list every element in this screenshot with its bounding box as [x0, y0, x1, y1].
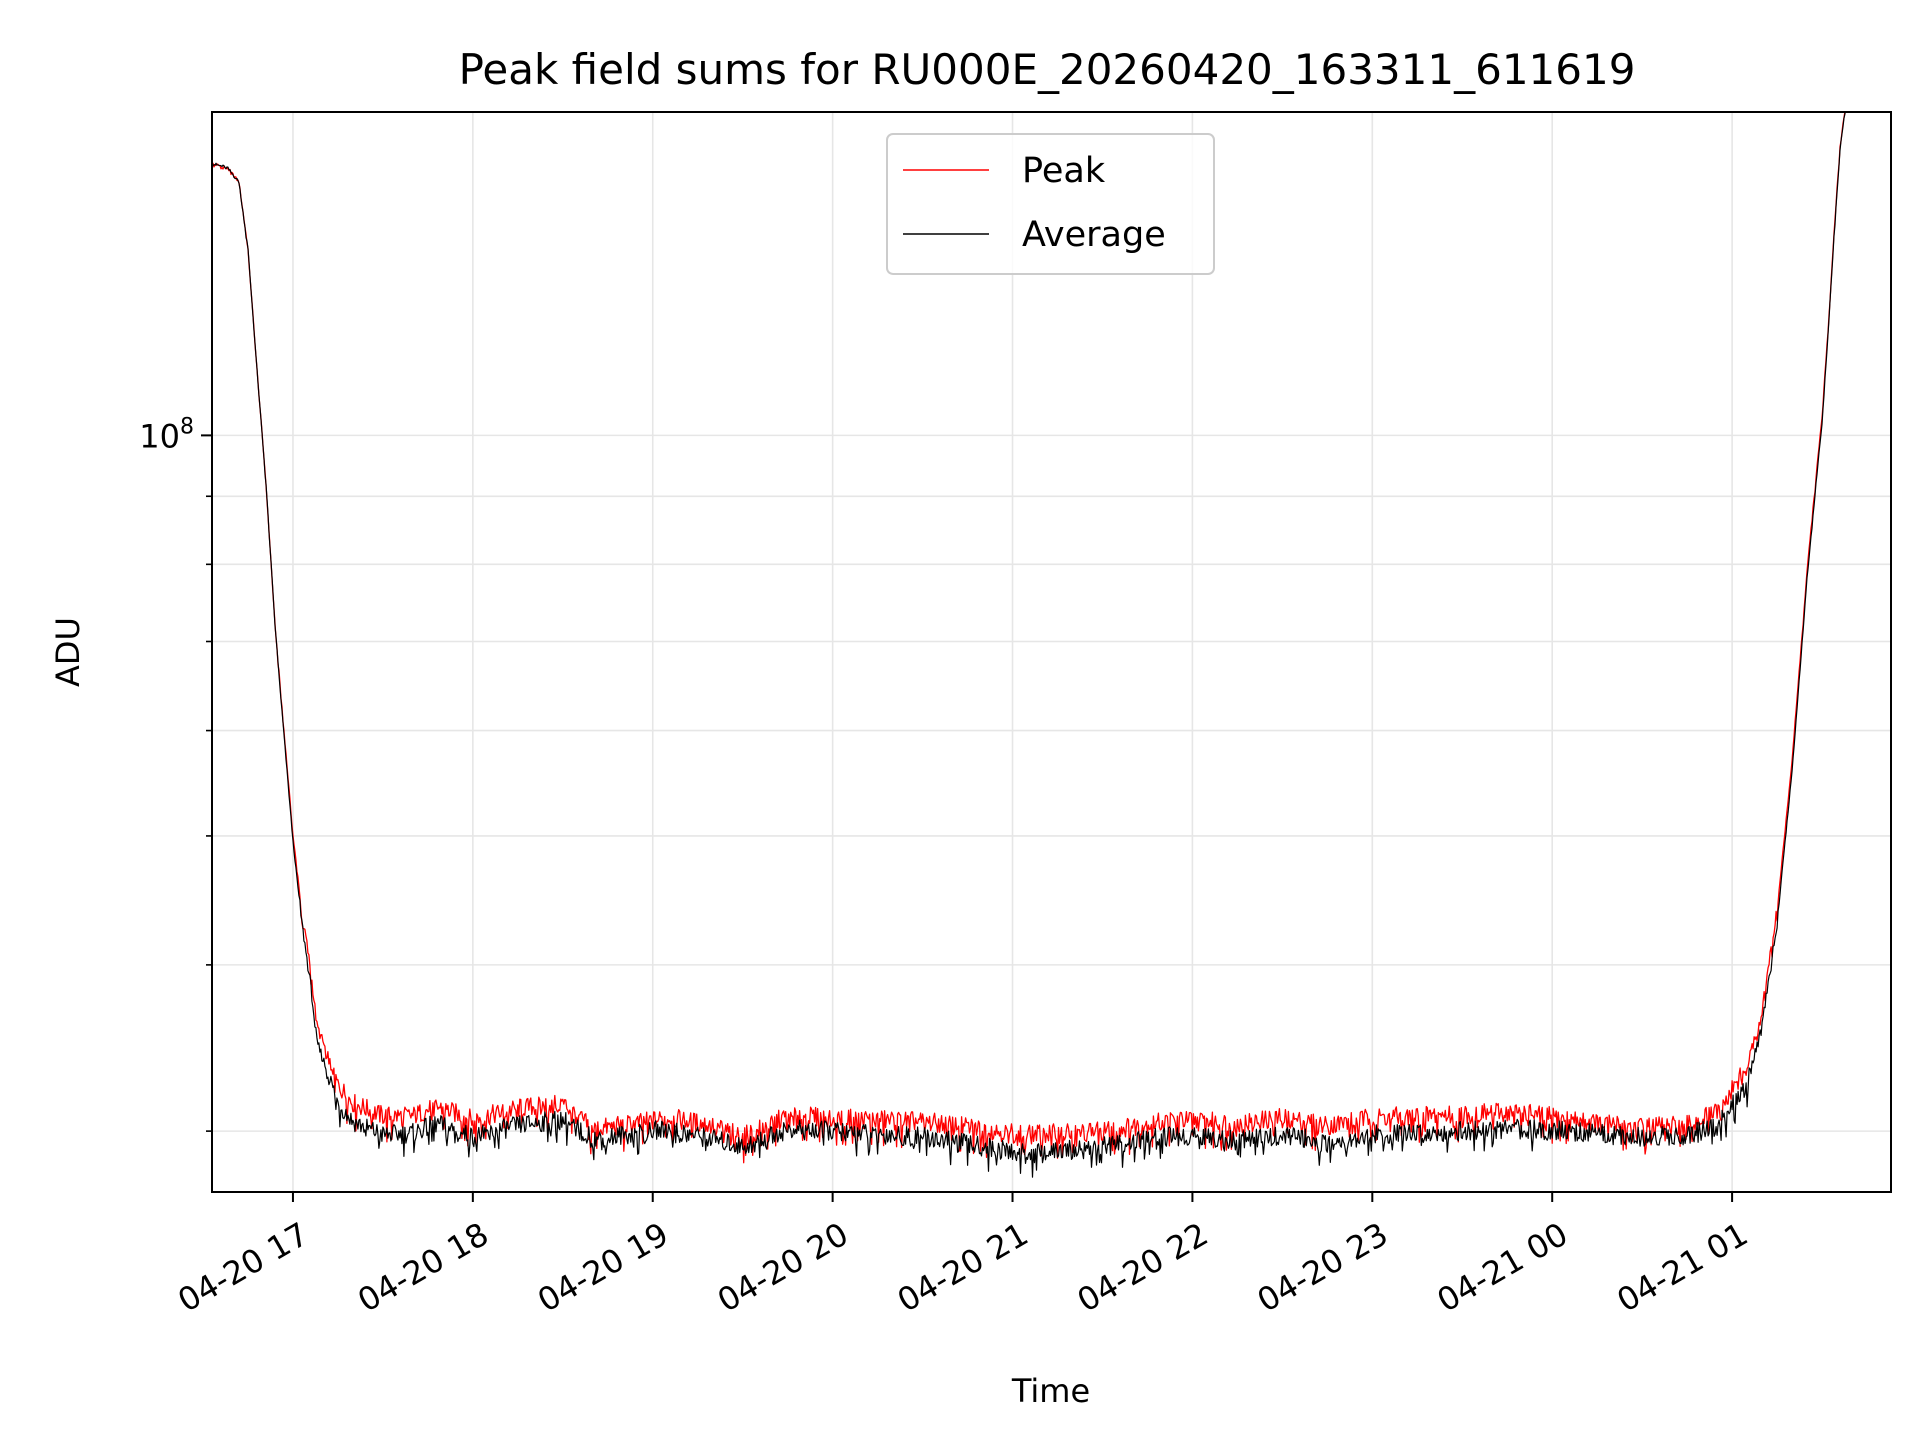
chart-title: Peak field sums for RU000E_20260420_1633…	[459, 45, 1636, 94]
x-axis-title: Time	[1011, 1372, 1090, 1410]
grid	[212, 112, 1891, 1192]
y-axis-title: ADU	[49, 617, 87, 687]
series-layer	[212, 112, 1846, 1178]
series-line-average	[212, 112, 1846, 1178]
legend-label-peak: Peak	[1022, 151, 1106, 191]
legend-label-average: Average	[1022, 215, 1166, 255]
legend-box	[886, 133, 1215, 275]
y-axis: 108	[139, 414, 212, 1132]
series-line-peak	[212, 112, 1846, 1164]
legend: Peak Average	[886, 133, 1215, 275]
y-tick-label: 108	[139, 414, 194, 455]
plot-frame	[211, 111, 1892, 1193]
